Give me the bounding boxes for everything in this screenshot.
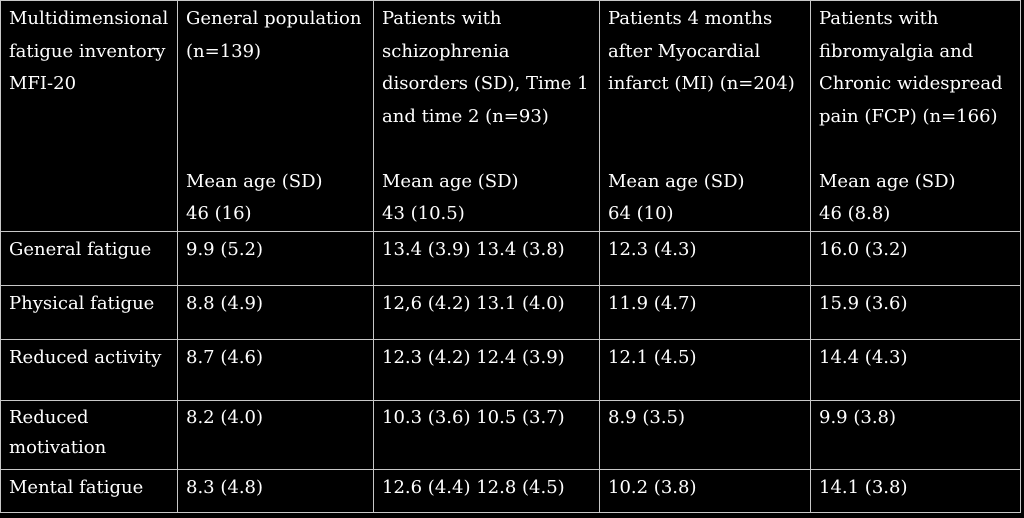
table-cell: 12.3 (4.2) 12.4 (3.9)	[373, 339, 600, 401]
header-title-line: Chronic widespread	[819, 73, 1003, 94]
mean-age-value: 46 (16)	[186, 203, 252, 224]
table-cell: 16.0 (3.2)	[810, 231, 1021, 286]
row-label: Reduced motivation	[0, 400, 178, 470]
mean-age-label: Mean age (SD)	[608, 170, 745, 192]
table-cell: 8.8 (4.9)	[177, 285, 374, 340]
header-title-line: fibromyalgia and	[819, 40, 974, 62]
table-cell: 8.9 (3.5)	[599, 400, 811, 470]
row-label: Mental fatigue	[0, 469, 178, 513]
table-cell: 8.7 (4.6)	[177, 339, 374, 401]
table-cell: 9.9 (3.8)	[810, 400, 1021, 470]
header-title-line: fatigue inventory	[9, 40, 166, 62]
mean-age-value: 64 (10)	[608, 203, 674, 224]
table-cell: 8.2 (4.0)	[177, 400, 374, 470]
mean-age-info: Mean age (SD) 46 (8.8)	[819, 166, 1013, 231]
mean-age-label: Mean age (SD)	[186, 170, 323, 192]
row-label-line: motivation	[9, 437, 107, 458]
table-cell: 9.9 (5.2)	[177, 231, 374, 286]
mean-age-value: 46 (8.8)	[819, 203, 891, 224]
header-title: General population (n=139)	[186, 3, 366, 68]
header-title-line: MFI-20	[9, 73, 77, 94]
table-row: Reduced activity 8.7 (4.6) 12.3 (4.2) 12.4…	[0, 339, 1021, 401]
header-title-line: infarct (MI) (n=204)	[608, 73, 795, 94]
row-label: General fatigue	[0, 231, 178, 286]
mean-age-label: Mean age (SD)	[819, 170, 956, 192]
header-title-line: General population	[186, 8, 362, 29]
header-title: Multidimensional fatigue inventory MFI-20	[9, 3, 170, 101]
mean-age-label: Mean age (SD)	[382, 170, 519, 192]
header-title: Patients 4 months after Myocardial infarct…	[608, 3, 803, 101]
table-row: Reduced motivation 8.2 (4.0) 10.3 (3.6) 10.…	[0, 400, 1021, 470]
mean-age-info: Mean age (SD) 64 (10)	[608, 166, 803, 231]
header-title-line: Patients with	[382, 8, 502, 29]
table-cell: 10.2 (3.8)	[599, 469, 811, 513]
table-cell: 14.1 (3.8)	[810, 469, 1021, 513]
column-header-measure: Multidimensional fatigue inventory MFI-20	[0, 0, 178, 232]
row-label-line: Physical fatigue	[9, 293, 155, 314]
header-title-line: schizophrenia	[382, 40, 510, 62]
table-row: General fatigue 9.9 (5.2) 13.4 (3.9) 13.4 …	[0, 231, 1021, 286]
row-label-line: Reduced	[9, 407, 89, 428]
mean-age-info: Mean age (SD) 43 (10.5)	[382, 166, 592, 231]
table-cell: 12.6 (4.4) 12.8 (4.5)	[373, 469, 600, 513]
table-row: Mental fatigue 8.3 (4.8) 12.6 (4.4) 12.8 (…	[0, 469, 1021, 513]
row-label-line: Mental fatigue	[9, 477, 144, 498]
header-title-line: Patients with	[819, 8, 939, 29]
mean-age-value: 43 (10.5)	[382, 203, 465, 224]
header-title: Patients with schizophrenia disorders (SD)…	[382, 3, 592, 133]
table-row: Physical fatigue 8.8 (4.9) 12,6 (4.2) 13.1…	[0, 285, 1021, 340]
header-title-line: pain (FCP) (n=166)	[819, 105, 998, 127]
header-title-line: and time 2 (n=93)	[382, 105, 549, 127]
mean-age-info: Mean age (SD) 46 (16)	[186, 166, 366, 231]
column-header-group-2: Patients with schizophrenia disorders (SD)…	[373, 0, 600, 232]
header-title-line: Patients 4 months	[608, 8, 773, 29]
column-header-group-1: General population (n=139) Mean age (SD)…	[177, 0, 374, 232]
row-label: Physical fatigue	[0, 285, 178, 340]
header-title: Patients with fibromyalgia and Chronic wid…	[819, 3, 1013, 133]
table-cell: 12.1 (4.5)	[599, 339, 811, 401]
table-cell: 13.4 (3.9) 13.4 (3.8)	[373, 231, 600, 286]
header-row: Multidimensional fatigue inventory MFI-20 G…	[0, 0, 1021, 232]
row-label: Reduced activity	[0, 339, 178, 401]
header-title-line: after Myocardial	[608, 40, 761, 62]
header-title-line: Multidimensional	[9, 8, 169, 29]
table-cell: 15.9 (3.6)	[810, 285, 1021, 340]
column-header-group-3: Patients 4 months after Myocardial infarct…	[599, 0, 811, 232]
table-cell: 12.3 (4.3)	[599, 231, 811, 286]
row-label-line: Reduced activity	[9, 347, 162, 368]
table-cell: 14.4 (4.3)	[810, 339, 1021, 401]
table-cell: 11.9 (4.7)	[599, 285, 811, 340]
header-title-line: disorders (SD), Time 1	[382, 73, 589, 94]
column-header-group-4: Patients with fibromyalgia and Chronic wid…	[810, 0, 1021, 232]
header-title-line: (n=139)	[186, 40, 262, 62]
row-label-line: General fatigue	[9, 239, 152, 260]
table-cell: 10.3 (3.6) 10.5 (3.7)	[373, 400, 600, 470]
table-cell: 12,6 (4.2) 13.1 (4.0)	[373, 285, 600, 340]
table-cell: 8.3 (4.8)	[177, 469, 374, 513]
